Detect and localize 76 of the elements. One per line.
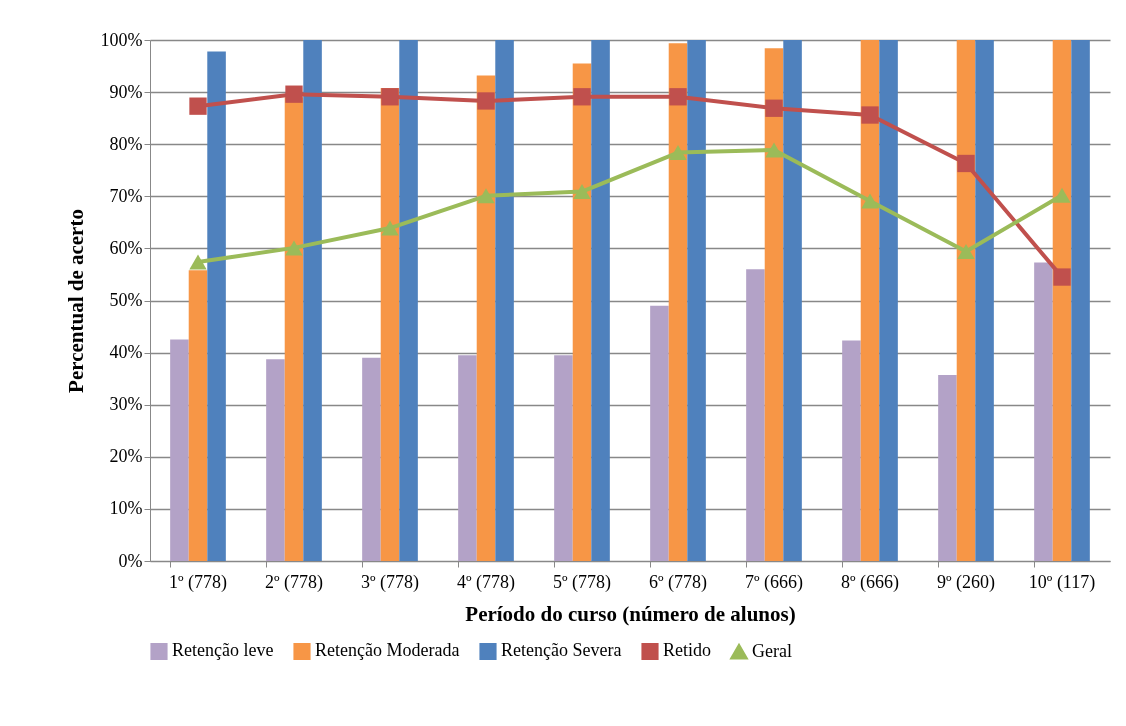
point	[189, 254, 207, 270]
bar	[1071, 40, 1090, 561]
bar	[1052, 40, 1072, 561]
bar	[207, 51, 226, 561]
bar	[842, 340, 861, 561]
bar	[572, 63, 592, 561]
bar	[476, 75, 496, 561]
y-tick-label: 90%	[109, 81, 143, 102]
x-tick-label: 9º (260)	[936, 571, 996, 593]
point	[573, 88, 591, 106]
y-tick-label: 0%	[118, 550, 143, 571]
y-axis-title: Percentual de acerto	[63, 209, 88, 393]
bar	[591, 40, 610, 561]
bar	[1034, 262, 1053, 561]
bar	[879, 40, 898, 561]
y-tick-label: 10%	[109, 498, 143, 519]
legend-label: Retenção Moderada	[315, 640, 460, 661]
bar	[399, 40, 418, 561]
y-tick-label: 30%	[109, 394, 143, 415]
x-tick-label: 2º (778)	[264, 571, 324, 593]
point	[381, 88, 399, 106]
point	[669, 88, 687, 106]
bar	[188, 270, 208, 561]
y-tick-label: 60%	[109, 237, 143, 258]
point	[957, 244, 975, 260]
legend-label: Retido	[663, 640, 711, 661]
x-tick-label: 1º (778)	[168, 571, 228, 593]
bar	[668, 43, 688, 561]
bar	[764, 48, 784, 561]
point	[381, 220, 399, 236]
bar	[362, 357, 381, 561]
x-tick-label: 3º (778)	[360, 571, 420, 593]
y-tick-label: 40%	[109, 342, 143, 363]
point	[957, 154, 975, 173]
bar	[170, 339, 189, 561]
bar	[956, 40, 976, 561]
bar	[266, 359, 285, 561]
point	[189, 97, 207, 115]
point	[477, 92, 495, 110]
x-axis-title: Período do curso (número de alunos)	[465, 601, 796, 626]
y-tick-label: 70%	[109, 185, 143, 206]
x-tick-label: 6º (778)	[648, 571, 708, 593]
x-tick-label: 10º (117)	[1028, 571, 1096, 593]
point	[861, 193, 879, 209]
point	[1053, 187, 1071, 203]
y-tick-label: 80%	[109, 133, 143, 154]
bar	[650, 305, 669, 561]
x-tick-label: 5º (778)	[552, 571, 612, 593]
x-tick-label: 8º (666)	[840, 571, 900, 593]
bar	[554, 355, 573, 561]
bar	[746, 269, 765, 561]
point	[765, 99, 783, 117]
point	[285, 85, 303, 103]
legend-label: Retenção Severa	[501, 640, 622, 661]
legend-label: Retenção leve	[172, 640, 274, 661]
bar	[687, 40, 706, 561]
y-tick-label: 50%	[109, 290, 143, 310]
point	[477, 188, 495, 204]
bar	[938, 375, 957, 561]
bar	[303, 40, 322, 561]
bar	[458, 355, 477, 561]
point	[1053, 268, 1071, 286]
point	[669, 145, 687, 161]
point	[861, 106, 879, 124]
point	[765, 142, 783, 158]
legend-label: Geral	[752, 640, 792, 661]
y-tick-label: 20%	[109, 446, 143, 467]
point	[285, 240, 303, 256]
bar	[860, 40, 880, 561]
point	[573, 184, 591, 200]
bar	[495, 40, 514, 561]
x-tick-label: 4º (778)	[456, 571, 516, 593]
bar	[975, 40, 994, 561]
x-tick-label: 7º (666)	[744, 571, 804, 593]
y-tick-label: 100%	[100, 29, 143, 50]
bar	[783, 40, 802, 561]
